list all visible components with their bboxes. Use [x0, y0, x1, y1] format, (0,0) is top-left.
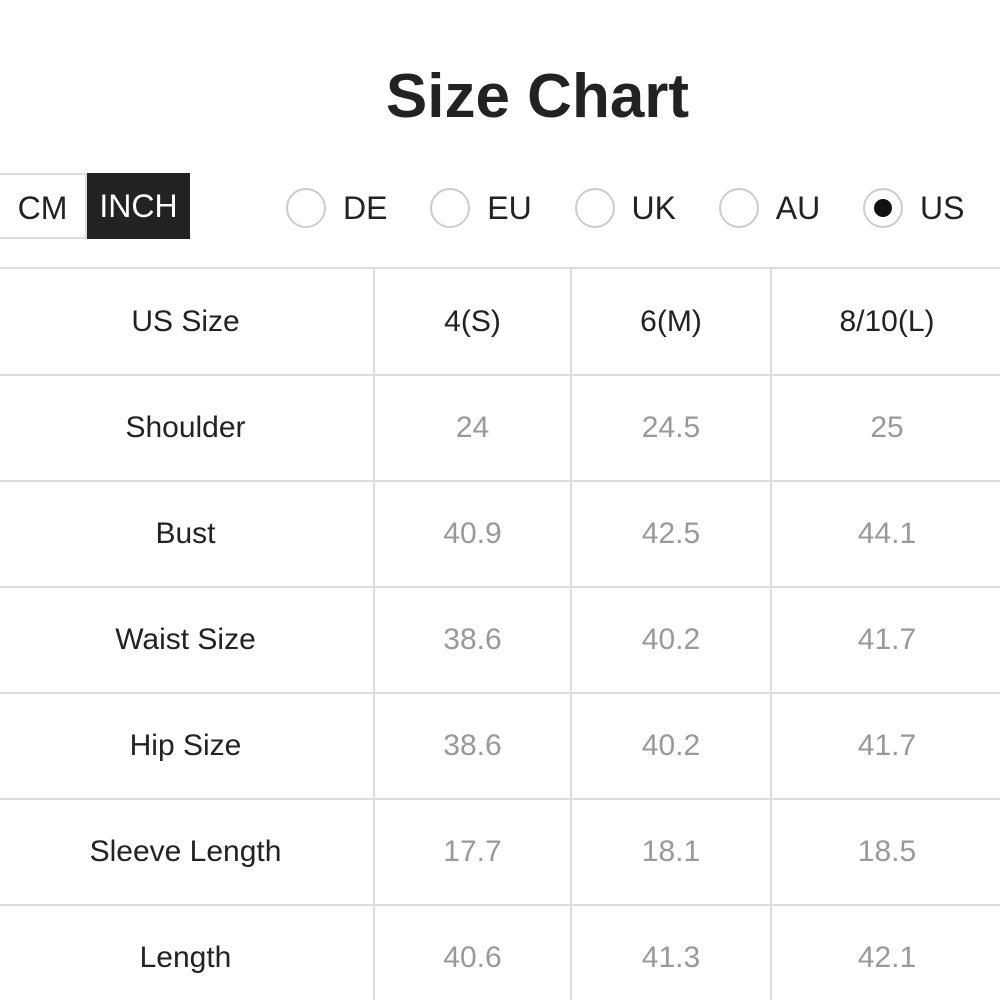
table-cell: Hip Size	[0, 692, 373, 798]
table-cell: 24	[373, 374, 570, 480]
region-label[interactable]: UK	[631, 190, 676, 226]
table-cell: 40.6	[373, 904, 570, 1000]
table-cell: 41.3	[570, 904, 770, 1000]
table-cell: 40.2	[570, 692, 770, 798]
table-cell: 44.1	[770, 480, 1000, 586]
header-cell: US Size	[0, 267, 373, 374]
region-radio[interactable]	[718, 188, 759, 228]
table-cell: 24.5	[570, 374, 770, 480]
region-label[interactable]: AU	[775, 190, 821, 226]
unit-toggle[interactable]: INCH	[87, 173, 190, 239]
header-cell: 6(M)	[570, 267, 770, 374]
table-cell: Bust	[0, 480, 373, 586]
table-cell: 25	[770, 374, 1000, 480]
header-cell: 8/10(L)	[770, 267, 1000, 374]
table-cell: Length	[0, 904, 373, 1000]
table-cell: 41.7	[770, 586, 1000, 692]
region-label[interactable]: DE	[343, 190, 388, 226]
region-radio[interactable]	[430, 188, 471, 228]
region-label[interactable]: US	[920, 190, 965, 226]
unit-toggle[interactable]: CM	[0, 173, 87, 239]
region-label[interactable]: EU	[487, 190, 532, 226]
region-radio[interactable]	[286, 188, 326, 228]
table-cell: 18.1	[570, 798, 770, 904]
table-cell: 42.5	[570, 480, 770, 586]
table-cell: 40.9	[373, 480, 570, 586]
table-cell: 17.7	[373, 798, 570, 904]
table-cell: 42.1	[770, 904, 1000, 1000]
region-radio[interactable]	[574, 188, 615, 228]
table-cell: 38.6	[373, 692, 570, 798]
header-cell: 4(S)	[373, 267, 570, 374]
table-cell: 41.7	[770, 692, 1000, 798]
table-cell: 40.2	[570, 586, 770, 692]
radio-dot	[874, 199, 892, 217]
table-cell: 38.6	[373, 586, 570, 692]
table-cell: Sleeve Length	[0, 798, 373, 904]
table-cell: Shoulder	[0, 374, 373, 480]
table-cell: 18.5	[770, 798, 1000, 904]
region-radio[interactable]	[863, 188, 903, 228]
title: Size Chart	[385, 62, 690, 131]
table-cell: Waist Size	[0, 586, 373, 692]
